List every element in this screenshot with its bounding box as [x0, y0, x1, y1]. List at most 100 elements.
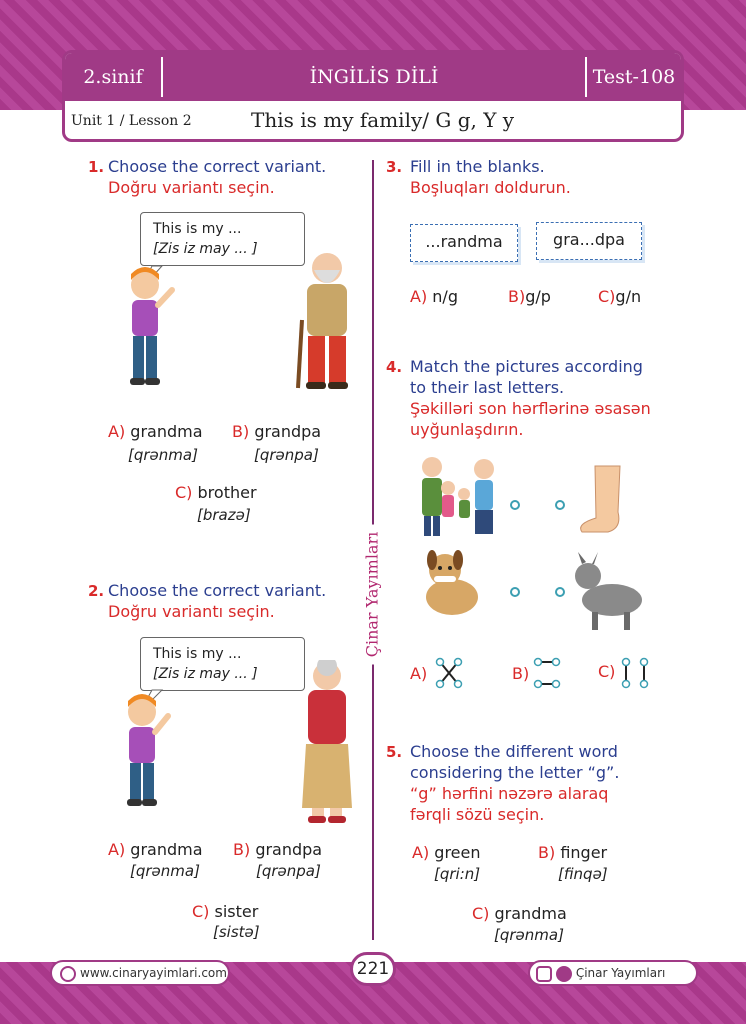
- q1-option-c-ipa: [brazə]: [197, 506, 251, 524]
- q2-option-b[interactable]: B) grandpa: [233, 840, 322, 859]
- q5-number: 5.: [386, 743, 403, 761]
- q5-option-c[interactable]: C) grandma: [472, 904, 567, 923]
- q3-word-card: ...randma: [410, 224, 518, 262]
- q4-option-a[interactable]: A): [410, 664, 427, 683]
- match-dot[interactable]: [510, 587, 520, 597]
- q1-option-a-ipa: [qrənma]: [128, 446, 198, 464]
- subject-label: İNGİLİS DİLİ: [309, 66, 439, 88]
- q5-option-a-ipa: [qri:n]: [434, 865, 481, 883]
- q2-option-c[interactable]: C) sister: [192, 902, 258, 921]
- instagram-icon: [536, 965, 552, 982]
- option-word: grandpa: [254, 422, 322, 441]
- q4-option-c[interactable]: C): [598, 662, 615, 681]
- q1-option-a[interactable]: A) grandma: [108, 422, 203, 441]
- cross-match-icon: [435, 657, 463, 689]
- option-letter: C): [598, 662, 616, 681]
- header-divider: [585, 57, 587, 97]
- option-letter: B): [232, 422, 250, 441]
- q3-number: 3.: [386, 158, 403, 176]
- side-publisher-label: Çinar Yayımları: [352, 524, 392, 670]
- website-text: www.cinaryayimlari.com: [80, 966, 227, 980]
- option-letter: A): [410, 287, 428, 306]
- q2-option-c-ipa: [sistə]: [213, 923, 260, 941]
- q3-option-b[interactable]: B)g/p: [508, 287, 551, 306]
- option-letter: C): [175, 483, 193, 502]
- grade-label: 2.sinif: [83, 66, 143, 88]
- q1-speech-bubble: This is my ... [Zis iz may ... ]: [140, 212, 305, 266]
- dog-picture: [426, 550, 478, 615]
- q4-text-az-1: Şəkilləri son hərflərinə əsasən: [410, 399, 651, 418]
- q3-word-card: gra...dpa: [536, 222, 642, 260]
- bubble-text: This is my ...: [153, 646, 242, 662]
- option-word: g/n: [615, 287, 642, 306]
- worksheet-header: 2.sinif İNGİLİS DİLİ Test-108 Unit 1 / L…: [62, 50, 684, 142]
- q4-text-az-2: uyğunlaşdırın.: [410, 420, 524, 439]
- q4-text-en-1: Match the pictures according: [410, 357, 643, 376]
- option-letter: A): [412, 843, 430, 862]
- q5-text-az-2: fərqli sözü seçin.: [410, 805, 545, 824]
- q5-text-en-2: considering the letter “g”.: [410, 763, 620, 782]
- facebook-icon: [555, 965, 572, 982]
- q2-illustration: [127, 660, 352, 823]
- option-word: grandma: [130, 840, 203, 859]
- q5-option-b[interactable]: B) finger: [538, 843, 607, 862]
- grandma-figure: [302, 660, 352, 823]
- option-letter: B): [538, 843, 556, 862]
- q1-illustration: [130, 253, 348, 389]
- option-letter: B): [512, 664, 530, 683]
- vertical-match-icon: [621, 657, 649, 689]
- q2-speech-bubble: This is my ... [Zis iz may ... ]: [140, 637, 305, 691]
- donkey-picture: [575, 552, 642, 630]
- match-dot[interactable]: [510, 500, 520, 510]
- q4-text-en-2: to their last letters.: [410, 378, 565, 397]
- website-link[interactable]: www.cinaryayimlari.com: [50, 960, 230, 986]
- globe-icon: [60, 965, 76, 982]
- q1-text-az: Doğru variantı seçin.: [108, 178, 275, 197]
- option-word: g/p: [525, 287, 551, 306]
- leg-picture: [580, 465, 621, 533]
- q1-option-b[interactable]: B) grandpa: [232, 422, 321, 441]
- brand-text: Çinar Yayımları: [575, 966, 666, 980]
- match-dot[interactable]: [555, 587, 565, 597]
- q3-option-a[interactable]: A) n/g: [410, 287, 458, 306]
- page-title: This is my family/ G g, Y y: [251, 108, 515, 132]
- q1-number: 1.: [88, 158, 105, 176]
- option-letter: C): [192, 902, 210, 921]
- q2-text-en: Choose the correct variant.: [108, 581, 327, 600]
- q2-number: 2.: [88, 582, 105, 600]
- q1-text-en: Choose the correct variant.: [108, 157, 327, 176]
- option-letter: B): [508, 287, 526, 306]
- social-brand[interactable]: Çinar Yayımları: [528, 960, 698, 986]
- family-picture: [422, 457, 494, 536]
- option-word: n/g: [432, 287, 458, 306]
- q4-option-b[interactable]: B): [512, 664, 529, 683]
- q1-option-c[interactable]: C) brother: [175, 483, 257, 502]
- q2-option-a[interactable]: A) grandma: [108, 840, 203, 859]
- page-number: 221: [350, 952, 396, 986]
- q5-option-c-ipa: [qrənma]: [494, 926, 564, 944]
- bubble-transcription: [Zis iz may ... ]: [153, 666, 258, 682]
- q5-option-a[interactable]: A) green: [412, 843, 481, 862]
- option-word: finger: [560, 843, 608, 862]
- option-word: green: [434, 843, 481, 862]
- q2-option-a-ipa: [qrənma]: [130, 862, 200, 880]
- option-letter: C): [598, 287, 616, 306]
- option-letter: A): [410, 664, 428, 683]
- q2-option-b-ipa: [qrənpa]: [256, 862, 321, 880]
- header-title-row: 2.sinif İNGİLİS DİLİ Test-108: [65, 53, 681, 101]
- bubble-text: This is my ...: [153, 221, 242, 237]
- bubble-transcription: [Zis iz may ... ]: [153, 241, 258, 257]
- horizontal-match-icon: [533, 657, 561, 689]
- match-dot[interactable]: [555, 500, 565, 510]
- unit-lesson-label: Unit 1 / Lesson 2: [71, 113, 192, 129]
- header-divider: [161, 57, 163, 97]
- q3-option-c[interactable]: C)g/n: [598, 287, 641, 306]
- option-word: grandma: [130, 422, 203, 441]
- option-letter: B): [233, 840, 251, 859]
- option-word: grandpa: [255, 840, 323, 859]
- option-word: grandma: [494, 904, 567, 923]
- option-letter: A): [108, 840, 126, 859]
- q1-option-b-ipa: [qrənpa]: [254, 446, 319, 464]
- boy-figure: [127, 694, 171, 806]
- q3-text-az: Boşluqları doldurun.: [410, 178, 571, 197]
